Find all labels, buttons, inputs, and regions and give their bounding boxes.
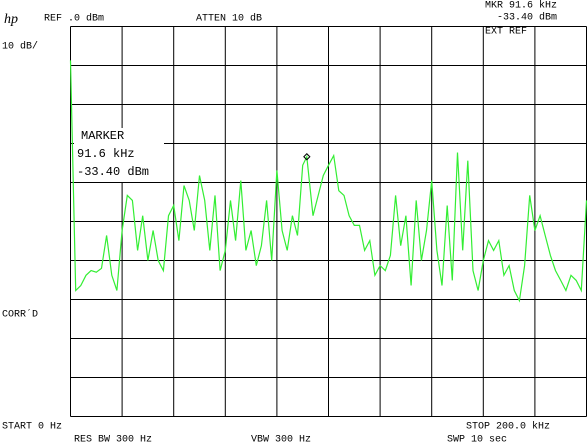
sweep: SWP 10 sec [447, 435, 507, 443]
marker-level: -33.40 dBm [77, 165, 149, 179]
res-bw: RES BW 300 Hz [74, 435, 152, 443]
marker-box [74, 128, 164, 182]
ext-ref: EXT REF [485, 27, 527, 38]
logo: hp [4, 12, 18, 27]
marker-freq: 91.6 kHz [77, 147, 135, 161]
ref-level: REF .0 dBm [44, 13, 104, 25]
trace [69, 60, 587, 303]
marker [303, 153, 311, 161]
vbw: VBW 300 Hz [251, 435, 311, 443]
scale: 10 dB/ [2, 41, 38, 53]
marker-readout-level: -33.40 dBm [497, 12, 557, 24]
marker-readout-freq: MKR 91.6 kHz [485, 0, 557, 12]
start: START 0 Hz [2, 422, 62, 433]
stop: STOP 200.0 kHz [466, 421, 550, 433]
marker-title: MARKER [81, 129, 124, 143]
corrected: CORR´D [2, 308, 38, 321]
attenuation: ATTEN 10 dB [196, 13, 262, 25]
